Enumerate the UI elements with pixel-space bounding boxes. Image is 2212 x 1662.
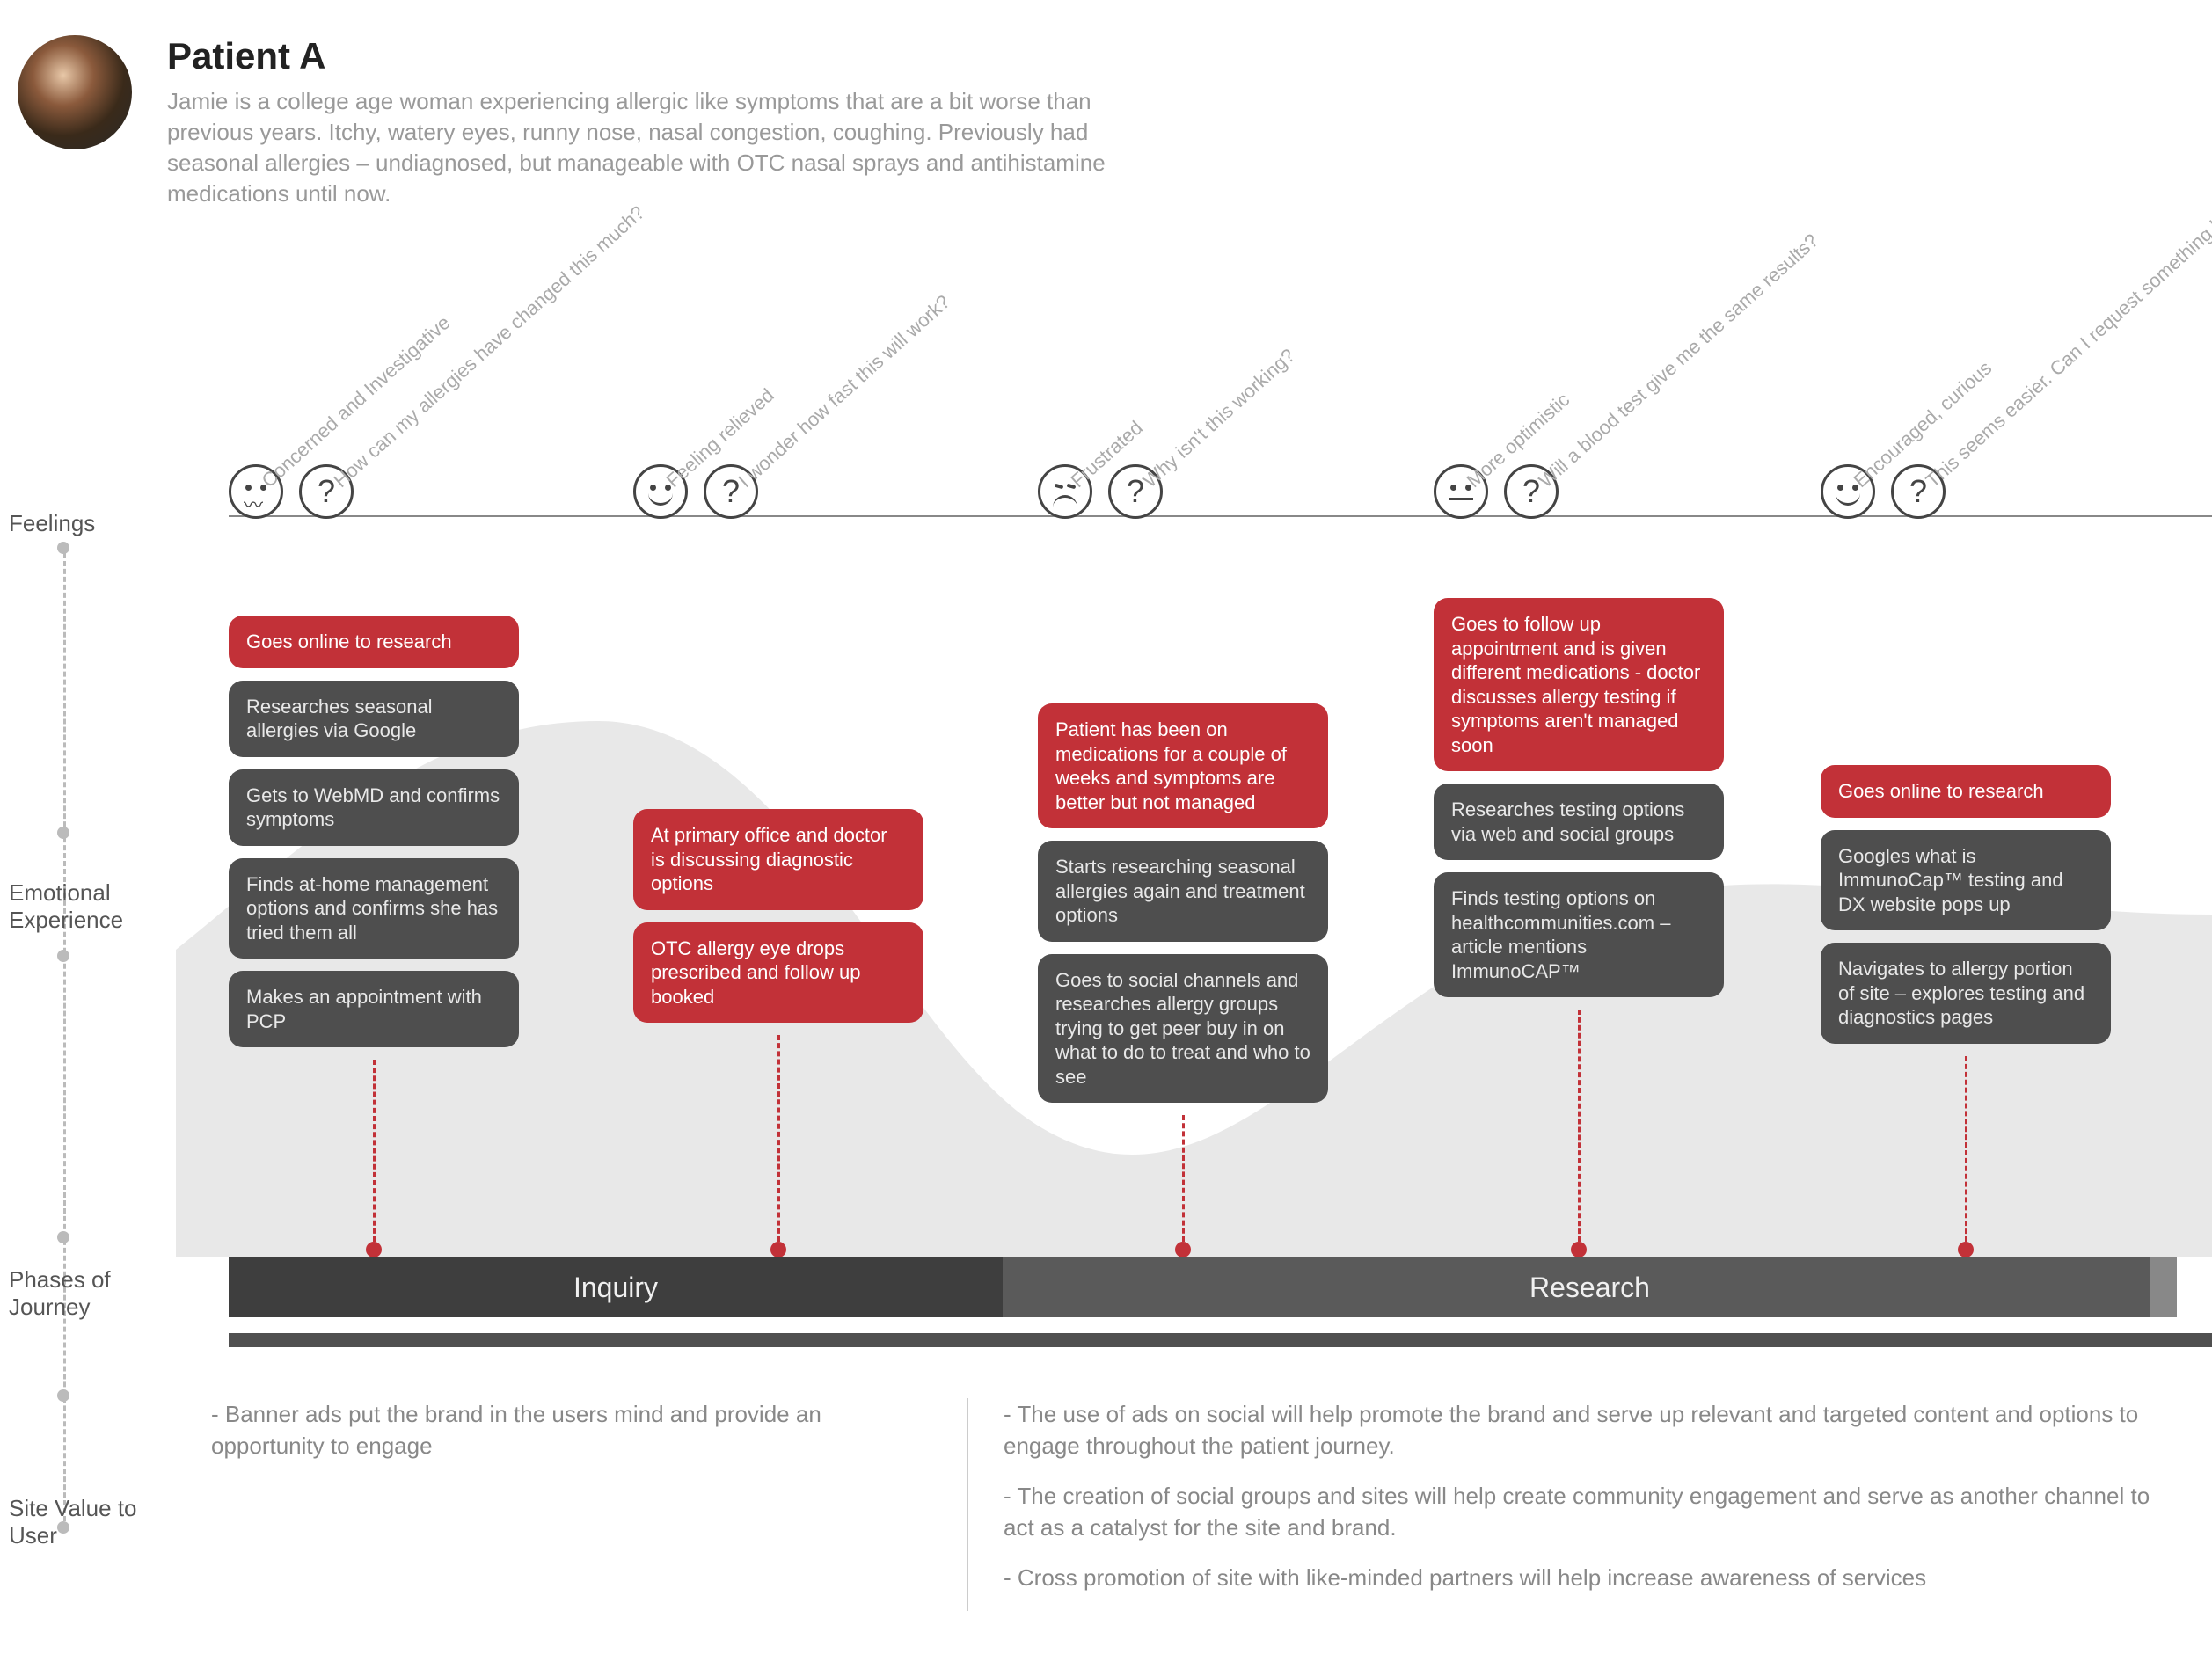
- question-label: Will a blood test give me the same resul…: [1535, 230, 1823, 492]
- site-value-right: - The use of ads on social will help pro…: [1004, 1398, 2212, 1611]
- avatar: [18, 35, 132, 149]
- drop-line: [777, 1035, 780, 1242]
- patient-description: Jamie is a college age woman experiencin…: [167, 86, 1135, 209]
- journey-column: Patient has been on medications for a co…: [1038, 703, 1328, 1257]
- action-card: Finds at-home management options and con…: [229, 858, 519, 959]
- site-value-point: - Cross promotion of site with like-mind…: [1004, 1562, 2159, 1593]
- site-value-point: - The use of ads on social will help pro…: [1004, 1398, 2159, 1462]
- emotional-experience-area: Goes online to research Researches season…: [176, 580, 2212, 1257]
- feelings-row: Concerned and InvestigativeHow can my al…: [176, 290, 2212, 519]
- action-card: Googles what is ImmunoCap™ testing and D…: [1821, 830, 2111, 931]
- milestone-card: Goes online to research: [1821, 765, 2111, 818]
- phase-research-label: Research: [1529, 1272, 1650, 1304]
- milestone-card: At primary office and doctor is discussi…: [633, 809, 923, 910]
- milestone-card: Patient has been on medications for a co…: [1038, 703, 1328, 828]
- drop-line: [1965, 1056, 1967, 1243]
- question-label: Why isn't this working?: [1139, 344, 1300, 492]
- patient-title: Patient A: [167, 35, 1135, 77]
- action-card: Gets to WebMD and confirms symptoms: [229, 769, 519, 846]
- milestone-card: Goes online to research: [229, 616, 519, 668]
- action-card: Makes an appointment with PCP: [229, 971, 519, 1047]
- question-label: This seems easier. Can I request somethi…: [1922, 169, 2212, 492]
- site-value-point: - The creation of social groups and site…: [1004, 1480, 2159, 1544]
- drop-dot: [1958, 1242, 1974, 1257]
- drop-line: [373, 1060, 376, 1242]
- drop-dot: [1571, 1242, 1587, 1257]
- action-card: Researches seasonal allergies via Google: [229, 681, 519, 757]
- action-card: Finds testing options on healthcommuniti…: [1434, 872, 1724, 997]
- drop-line: [1182, 1115, 1185, 1242]
- phase-research: Research: [1003, 1257, 2177, 1317]
- persona-header: Patient A Jamie is a college age woman e…: [18, 35, 2177, 209]
- site-value-divider: [967, 1398, 968, 1611]
- action-card: Goes to social channels and researches a…: [1038, 954, 1328, 1104]
- side-dot: [57, 542, 69, 554]
- side-connector: [63, 545, 66, 1521]
- milestone-card: Goes to follow up appointment and is giv…: [1434, 598, 1724, 771]
- side-dot: [57, 1389, 69, 1402]
- drop-dot: [1175, 1242, 1191, 1257]
- question-label: How can my allergies have changed this m…: [330, 201, 650, 492]
- phase-edge: [2150, 1257, 2177, 1317]
- drop-dot: [770, 1242, 786, 1257]
- label-emotional-experience: Emotional Experience: [0, 879, 167, 934]
- drop-dot: [366, 1242, 382, 1257]
- journey-column: At primary office and doctor is discussi…: [633, 809, 923, 1257]
- journey-column: Goes to follow up appointment and is giv…: [1434, 598, 1724, 1257]
- site-value-left: - Banner ads put the brand in the users …: [211, 1398, 932, 1611]
- action-card: Navigates to allergy portion of site – e…: [1821, 943, 2111, 1044]
- drop-line: [1578, 1010, 1581, 1242]
- side-dot: [57, 950, 69, 962]
- journey-column: Goes online to research Researches season…: [229, 616, 519, 1257]
- phase-inquiry: Inquiry: [229, 1257, 1003, 1317]
- label-site-value: Site Value to User: [0, 1495, 167, 1549]
- phases-thin-bar: [229, 1333, 2212, 1347]
- milestone-card: OTC allergy eye drops prescribed and fol…: [633, 922, 923, 1024]
- journey-column: Goes online to research Googles what is I…: [1821, 765, 2111, 1257]
- action-card: Researches testing options via web and s…: [1434, 784, 1724, 860]
- side-dot: [57, 827, 69, 839]
- header-text: Patient A Jamie is a college age woman e…: [167, 35, 1135, 209]
- side-dot: [57, 1231, 69, 1243]
- label-phases: Phases of Journey: [0, 1266, 167, 1321]
- action-card: Starts researching seasonal allergies ag…: [1038, 841, 1328, 942]
- journey-canvas: Concerned and InvestigativeHow can my al…: [176, 290, 2212, 1662]
- site-value-point: - Banner ads put the brand in the users …: [211, 1398, 932, 1462]
- site-value-row: - Banner ads put the brand in the users …: [176, 1398, 2212, 1611]
- label-feelings: Feelings: [0, 510, 95, 537]
